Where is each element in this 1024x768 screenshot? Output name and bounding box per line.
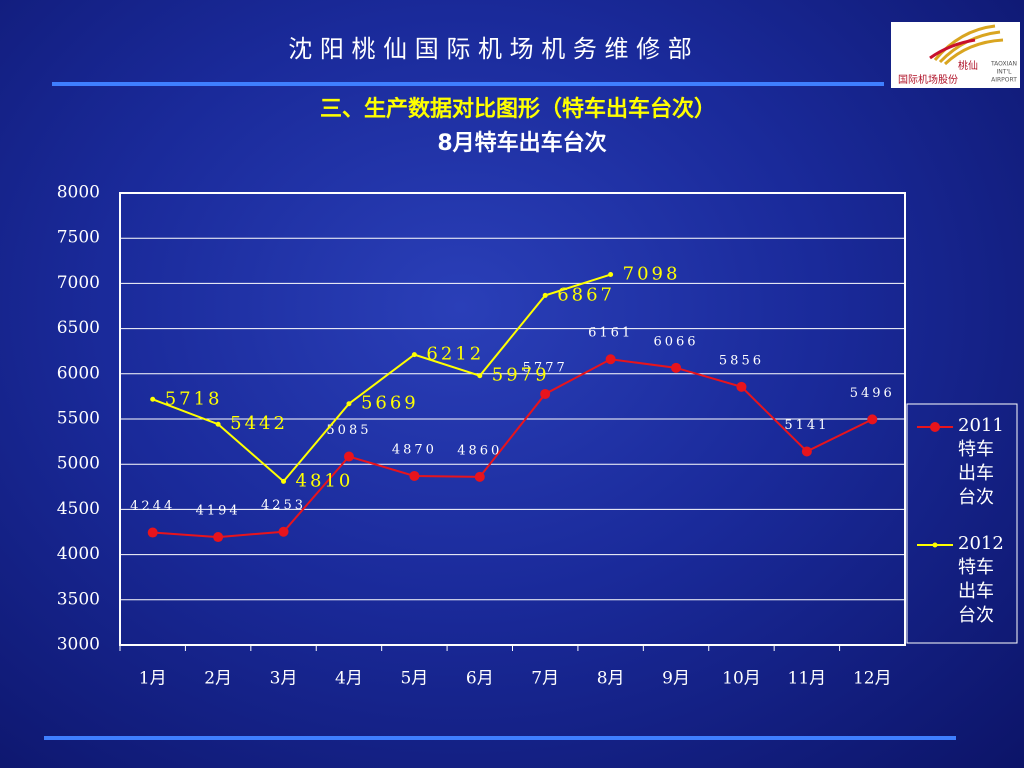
x-tick-label: 12月 [853, 669, 892, 689]
logo-text: TAOXIAN [990, 61, 1017, 68]
logo-mark [929, 38, 976, 60]
x-tick-label: 2月 [204, 669, 232, 689]
data-point [605, 354, 616, 365]
data-point [346, 401, 352, 407]
y-tick-label: 7500 [57, 228, 100, 248]
y-tick-label: 8000 [57, 183, 100, 203]
y-tick-label: 6000 [57, 363, 100, 383]
y-tick-label: 4000 [57, 544, 100, 564]
x-tick-label: 3月 [270, 669, 298, 689]
data-label: 5085 [326, 423, 371, 438]
data-point [411, 352, 417, 358]
data-label: 5141 [784, 418, 829, 433]
data-label: 6161 [588, 326, 633, 341]
x-tick-label: 8月 [597, 669, 625, 689]
data-label: 4860 [457, 443, 502, 458]
x-tick-label: 7月 [531, 669, 559, 689]
data-point [477, 373, 483, 379]
data-point [278, 526, 289, 537]
header-rule [52, 82, 884, 86]
data-label: 6212 [426, 344, 484, 365]
y-tick-label: 5500 [57, 409, 100, 429]
data-point [474, 471, 485, 482]
data-label: 7098 [623, 264, 681, 285]
data-label: 5669 [361, 393, 419, 414]
data-label: 4194 [196, 504, 241, 519]
data-point [343, 451, 354, 462]
header-title: 沈 阳 桃 仙 国 际 机 场 机 务 维 修 部 [288, 35, 692, 63]
series-line [152, 273, 611, 483]
data-label: 4870 [392, 442, 437, 457]
y-tick-label: 6500 [57, 318, 100, 338]
y-tick-label: 5000 [57, 454, 100, 474]
data-point [801, 446, 812, 457]
data-point [409, 470, 420, 481]
legend-swatch [930, 422, 940, 432]
data-point [213, 532, 224, 543]
legend-label: 2011特车出车台次 [958, 415, 1004, 508]
x-tick-label: 4月 [335, 669, 363, 689]
data-point [281, 478, 287, 484]
data-point [150, 396, 156, 402]
y-tick-label: 3000 [57, 635, 100, 655]
x-tick-label: 5月 [400, 669, 428, 689]
data-label: 5496 [850, 386, 895, 401]
data-point [867, 414, 878, 425]
data-point [608, 272, 614, 278]
y-tick-label: 4500 [57, 499, 100, 519]
data-label: 6066 [653, 334, 698, 349]
y-tick-label: 7000 [57, 273, 100, 293]
data-point [671, 362, 682, 373]
series-line [152, 358, 873, 539]
y-tick-label: 3500 [57, 589, 100, 609]
chart-title: 三、生产数据对比图形（特车出车台次） [320, 96, 716, 122]
data-point [215, 421, 221, 427]
data-label: 5777 [523, 360, 568, 375]
data-label: 6867 [557, 284, 615, 305]
x-tick-label: 1月 [139, 669, 167, 689]
data-point [147, 527, 158, 538]
data-label: 5979 [492, 365, 550, 386]
x-tick-label: 10月 [722, 669, 761, 689]
data-label: 4244 [130, 499, 175, 514]
x-tick-label: 9月 [662, 669, 690, 689]
logo-text: 国际机场股份 [898, 73, 958, 86]
data-label: 5856 [719, 353, 764, 368]
logo-text: 桃仙 [958, 59, 978, 72]
data-point [540, 388, 551, 399]
data-label: 5718 [165, 388, 223, 409]
chart-subtitle: 8月特车出车台次 [437, 130, 606, 156]
legend-swatch [932, 542, 938, 548]
data-point [736, 381, 747, 392]
legend-box [906, 403, 1018, 644]
logo-text: AIRPORT [991, 77, 1017, 84]
x-tick-label: 11月 [788, 669, 827, 689]
data-label: 4253 [261, 498, 306, 513]
data-label: 4810 [296, 470, 354, 491]
x-tick-label: 6月 [466, 669, 494, 689]
footer-rule [44, 736, 956, 740]
data-label: 5442 [230, 413, 288, 434]
legend-label: 2012特车出车台次 [958, 533, 1004, 626]
logo-text: INT'L [997, 69, 1013, 76]
data-point [542, 292, 548, 298]
